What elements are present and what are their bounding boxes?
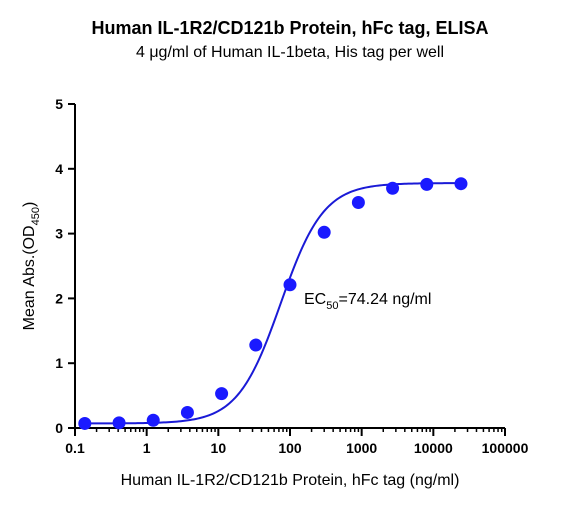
y-tick-label: 2	[55, 290, 63, 306]
ec50-annotation: EC50=74.24 ng/ml	[304, 291, 431, 312]
chart-title: Human IL-1R2/CD121b Protein, hFc tag, EL…	[91, 18, 488, 38]
x-tick-label: 10000	[414, 440, 453, 456]
x-tick-label: 100000	[482, 440, 529, 456]
y-tick-label: 5	[55, 96, 63, 112]
x-tick-label: 0.1	[65, 440, 85, 456]
y-tick-label: 1	[55, 355, 63, 371]
y-tick-label: 0	[55, 420, 63, 436]
x-tick-label: 100	[278, 440, 302, 456]
data-point	[146, 413, 160, 427]
data-point	[180, 405, 194, 419]
y-tick-label: 3	[55, 226, 63, 242]
data-point	[386, 181, 400, 195]
x-tick-label: 1000	[346, 440, 377, 456]
x-tick-label: 10	[211, 440, 227, 456]
x-axis-label: Human IL-1R2/CD121b Protein, hFc tag (ng…	[121, 472, 460, 489]
ec50-prefix: EC	[304, 291, 326, 308]
axes: 0 1 2 3 4 5 0.1 1 10 100 1000 10000 100000	[55, 96, 528, 456]
data-point	[112, 416, 126, 430]
data-point	[249, 338, 263, 352]
data-point	[454, 177, 468, 191]
ec50-subscript: 50	[326, 300, 338, 312]
y-axis-label-suffix: )	[21, 202, 38, 207]
y-axis-label: Mean Abs.(OD450)	[21, 202, 42, 331]
data-point	[215, 387, 229, 401]
x-tick-label: 1	[143, 440, 151, 456]
ec50-suffix: =74.24 ng/ml	[338, 291, 431, 308]
y-axis-label-subscript: 450	[30, 207, 42, 225]
data-point	[317, 225, 331, 239]
y-axis-label-prefix: Mean Abs.(OD	[21, 225, 38, 330]
y-tick-label: 4	[55, 161, 63, 177]
data-point	[420, 177, 434, 191]
data-point	[351, 195, 365, 209]
chart-subtitle: 4 μg/ml of Human IL-1beta, His tag per w…	[136, 44, 444, 61]
data-point	[283, 278, 297, 292]
data-points	[78, 177, 468, 430]
data-point	[78, 416, 92, 430]
